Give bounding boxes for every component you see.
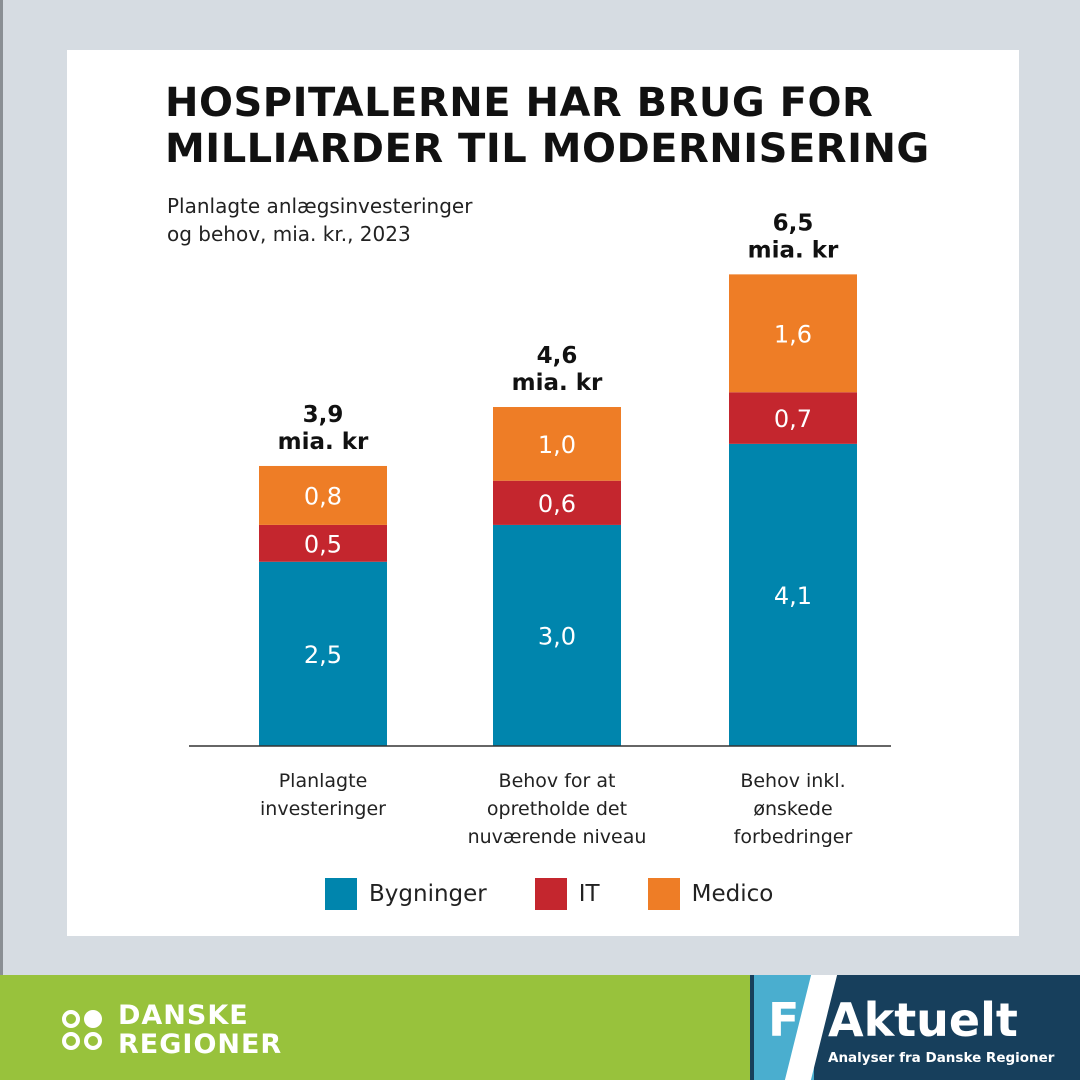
chart-title-line: MILLIARDER TIL MODERNISERING <box>165 126 930 172</box>
danske-regioner-brand: DANSKE REGIONER <box>60 1001 282 1059</box>
legend-swatch <box>325 878 357 910</box>
chart-title-line: HOSPITALERNE HAR BRUG FOR <box>165 80 874 126</box>
chart-subtitle-line: og behov, mia. kr., 2023 <box>167 222 411 246</box>
bar-segment-value-label: 2,5 <box>304 641 342 669</box>
bar-total-unit-label: mia. kr <box>512 370 603 396</box>
category-label: forbedringer <box>734 826 853 848</box>
brand-name-line: DANSKE <box>118 1000 249 1031</box>
legend-item-it: IT <box>534 878 600 910</box>
legend-label: Medico <box>691 881 774 907</box>
danske-regioner-logo-icon <box>62 1010 102 1050</box>
legend-swatch <box>647 878 680 910</box>
faktuelt-letter: F <box>768 993 800 1047</box>
faktuelt-badge: F Aktuelt Analyser fra Danske Regioner <box>750 975 1080 1080</box>
bar-segment-medico <box>259 465 387 525</box>
legend-label: IT <box>578 881 600 907</box>
footer-bar: DANSKE REGIONER F Aktuelt Analyser fra D… <box>0 975 1080 1080</box>
bar-total-label: 3,9 <box>303 402 344 428</box>
bar-segment-medico <box>493 407 621 481</box>
bar-total-label: 4,6 <box>537 343 578 369</box>
brand-name: DANSKE REGIONER <box>118 1001 282 1059</box>
bar-segment-medico <box>729 274 857 393</box>
bar-segment-it <box>493 480 621 525</box>
bar-segment-it <box>729 392 857 444</box>
bar-total-label: 6,5 <box>773 210 814 236</box>
faktuelt-word: Aktuelt <box>828 993 1018 1047</box>
category-label: opretholde det <box>487 798 627 820</box>
bar-segment-value-label: 3,0 <box>538 622 576 650</box>
chart-legend: Bygninger IT Medico <box>325 878 821 910</box>
legend-swatch <box>534 878 567 910</box>
category-label: ønskede <box>753 798 832 820</box>
bar-segment-value-label: 1,6 <box>774 320 812 348</box>
bar-segment-value-label: 0,7 <box>774 405 812 433</box>
bar-segment-value-label: 4,1 <box>774 582 812 610</box>
chart-subtitle: Planlagte anlægsinvesteringer og behov, … <box>167 192 472 248</box>
bar-segment-value-label: 0,6 <box>538 490 576 518</box>
category-label: Planlagte <box>279 770 368 792</box>
category-label: Behov for at <box>499 770 616 792</box>
brand-name-line: REGIONER <box>118 1029 283 1060</box>
category-label: nuværende niveau <box>468 826 647 848</box>
legend-label: Bygninger <box>369 881 487 907</box>
bar-total-unit-label: mia. kr <box>748 237 839 263</box>
left-edge-line <box>0 0 3 975</box>
bar-total-unit-label: mia. kr <box>278 429 369 455</box>
chart-subtitle-line: Planlagte anlægsinvesteringer <box>167 194 473 218</box>
legend-item-medico: Medico <box>647 878 774 910</box>
bar-segment-bygninger <box>729 443 857 746</box>
category-label: investeringer <box>260 798 386 820</box>
chart-card: HOSPITALERNE HAR BRUG FOR MILLIARDER TIL… <box>67 50 1019 936</box>
bar-segment-value-label: 0,5 <box>304 530 342 558</box>
faktuelt-subtitle: Analyser fra Danske Regioner <box>828 1050 1055 1066</box>
category-label: Behov inkl. <box>740 770 845 792</box>
legend-item-bygninger: Bygninger <box>325 878 487 910</box>
bar-segment-bygninger <box>259 561 387 746</box>
bar-segment-value-label: 0,8 <box>304 482 342 510</box>
bar-segment-bygninger <box>493 524 621 746</box>
chart-title: HOSPITALERNE HAR BRUG FOR MILLIARDER TIL… <box>165 80 930 172</box>
bar-segment-it <box>259 524 387 562</box>
bar-segment-value-label: 1,0 <box>538 431 576 459</box>
